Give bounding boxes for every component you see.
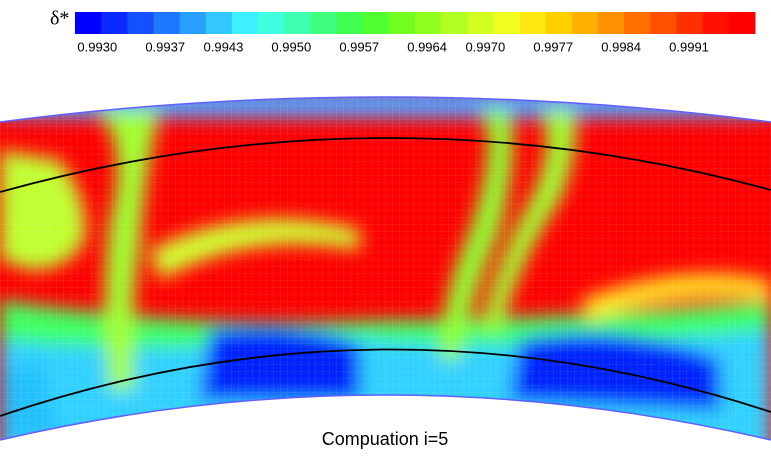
colorbar-tick-label: 0.9937 — [145, 39, 185, 54]
colorbar-segment — [388, 12, 416, 34]
colorbar-segment — [258, 12, 285, 34]
colorbar-segment — [362, 12, 390, 34]
outer-edge — [0, 96, 771, 123]
colorbar-tick-label: 0.9984 — [601, 39, 641, 54]
colorbar-tick-label: 0.9977 — [533, 39, 573, 54]
colorbar-tick-label: 0.9950 — [271, 39, 311, 54]
colorbar-segment — [75, 12, 102, 34]
chart-title: Compuation i=5 — [322, 429, 449, 449]
colorbar-segment — [310, 12, 338, 34]
colorbar-segment — [284, 12, 311, 34]
colorbar-segment — [231, 12, 259, 34]
colorbar-segment — [519, 12, 547, 34]
colorbar-segment — [624, 12, 651, 34]
mesh — [0, 97, 771, 440]
colorbar-label: δ* — [50, 8, 69, 30]
colorbar-segment — [571, 12, 599, 34]
colorbar-segment — [441, 12, 468, 34]
colorbar-segment — [598, 12, 625, 34]
colorbar-tick-label: 0.9957 — [339, 39, 379, 54]
colorbar: 0.9930 0.9937 0.9943 0.9950 0.9957 0.9964 0.99… — [75, 12, 756, 54]
colorbar-segment — [467, 12, 494, 34]
colorbar-segment — [493, 12, 521, 34]
colorbar-segment — [127, 12, 154, 34]
colorbar-segment — [336, 12, 364, 34]
upper-line — [0, 137, 771, 193]
colorbar-segment — [205, 12, 233, 34]
colorbar-segment — [545, 12, 573, 34]
lower-line — [0, 348, 771, 417]
colorbar-tick-label: 0.9943 — [204, 39, 244, 54]
inner-edge — [0, 394, 771, 441]
colorbar-tick-label: 0.9964 — [407, 39, 447, 54]
colorbar-segment — [676, 12, 704, 34]
colorbar-tick-label: 0.9991 — [669, 39, 709, 54]
colorbar-segment — [728, 12, 756, 34]
colorbar-segment — [153, 12, 181, 34]
colorbar-tick-label: 0.9970 — [465, 39, 505, 54]
colorbar-segment — [650, 12, 678, 34]
colorbar-segment — [101, 12, 128, 34]
colorbar-tick-label: 0.9930 — [77, 39, 117, 54]
colorbar-segment — [415, 12, 442, 34]
colorbar-segment — [179, 12, 207, 34]
colorbar-segment — [702, 12, 730, 34]
